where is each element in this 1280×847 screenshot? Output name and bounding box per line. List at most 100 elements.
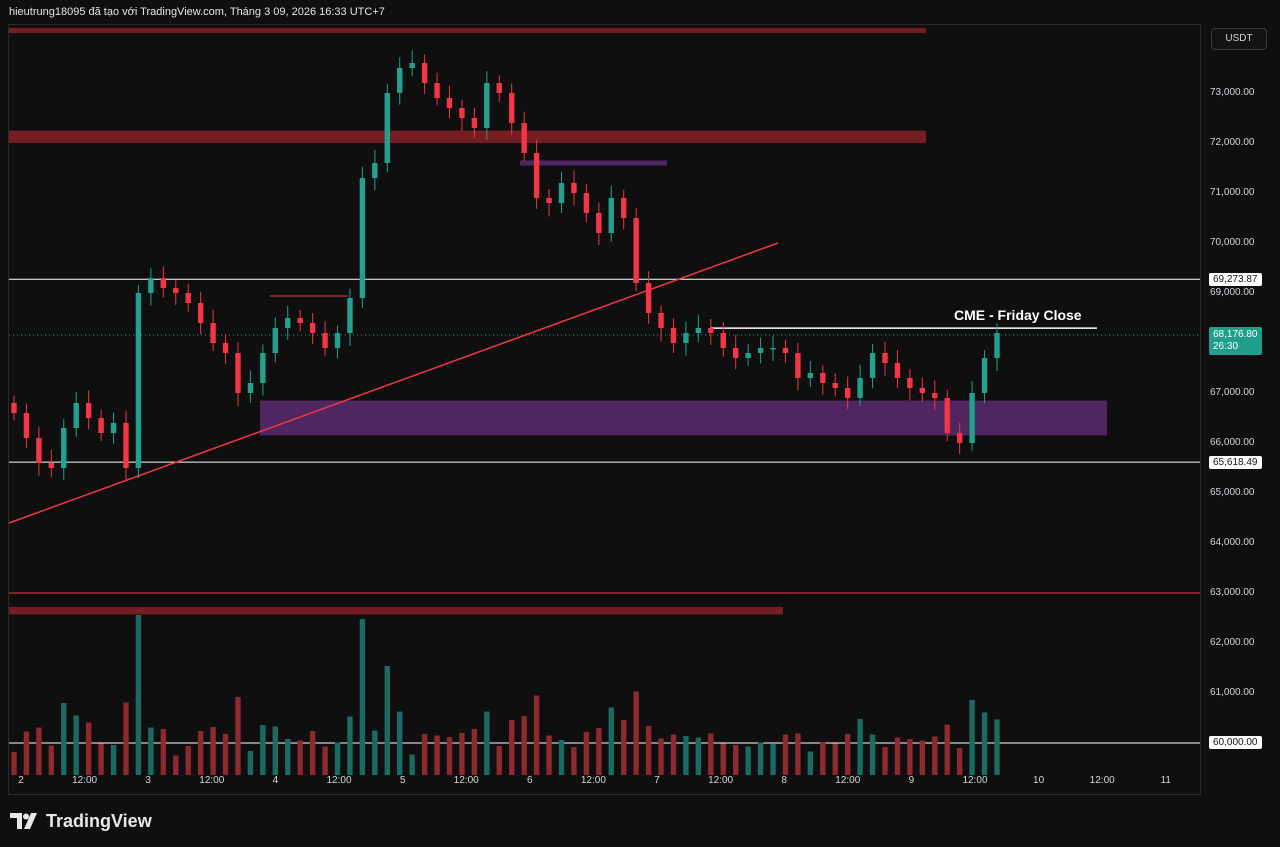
volume-bar xyxy=(135,615,142,775)
candle-body xyxy=(173,288,179,293)
candle-body xyxy=(857,378,863,398)
volume-bar xyxy=(272,726,279,775)
countdown: 26:30 xyxy=(1213,341,1239,352)
current-price-value: 68,176.80 xyxy=(1213,329,1258,340)
candle-body xyxy=(509,93,515,123)
volume-bar xyxy=(683,736,689,775)
price-tick-label: 62,000.00 xyxy=(1210,637,1255,648)
candle-body xyxy=(596,213,602,233)
volume-bar xyxy=(309,731,316,775)
volume-bar xyxy=(944,724,950,775)
candle-body xyxy=(260,353,266,383)
time-tick-label: 8 xyxy=(781,775,787,786)
volume-bar xyxy=(907,739,913,775)
candle-body xyxy=(994,333,1000,358)
zone-demand xyxy=(260,400,1107,436)
lower-level-tag: 65,618.49 xyxy=(1209,456,1262,469)
price-tick-label: 61,000.00 xyxy=(1210,687,1255,698)
volume-bar xyxy=(919,740,926,775)
volume-bar xyxy=(11,752,17,775)
volume-bar xyxy=(110,745,117,775)
candle-body xyxy=(844,388,851,398)
candle-body xyxy=(61,428,67,468)
candle-body xyxy=(720,333,726,348)
candle-body xyxy=(421,63,428,83)
candle-body xyxy=(521,123,527,153)
candle-body xyxy=(247,383,254,393)
time-tick-label: 10 xyxy=(1033,775,1045,786)
candle-body xyxy=(621,198,627,218)
upper-level-tag: 69,273.87 xyxy=(1209,273,1262,286)
volume-bar xyxy=(844,734,851,775)
time-tick-label: 7 xyxy=(654,775,660,786)
volume-bar xyxy=(23,731,30,775)
time-tick-label: 12:00 xyxy=(1089,775,1115,786)
current-price-tag: 68,176.80 26:30 xyxy=(1209,327,1262,355)
candle-body xyxy=(160,278,167,288)
candle-body xyxy=(795,353,801,378)
volume-bar xyxy=(807,751,814,775)
candle-body xyxy=(683,333,689,343)
volume-bar xyxy=(359,619,366,775)
price-tick-label: 67,000.00 xyxy=(1210,387,1255,398)
chart-frame xyxy=(8,24,1201,795)
candle-body xyxy=(782,348,789,353)
volume-bar xyxy=(73,715,79,775)
tradingview-logo-icon xyxy=(10,813,37,829)
time-tick-label: 3 xyxy=(145,775,151,786)
trendline xyxy=(8,242,779,524)
price-tick-label: 65,000.00 xyxy=(1210,487,1255,498)
zone-small-supply xyxy=(520,160,667,166)
currency-button[interactable]: USDT xyxy=(1211,28,1267,50)
candle-body xyxy=(135,293,142,468)
volume-bar xyxy=(372,730,378,775)
time-tick-label: 12:00 xyxy=(580,775,606,786)
volume-bar xyxy=(210,727,216,775)
candle-body xyxy=(695,328,702,333)
candle-body xyxy=(347,298,353,333)
candle-body xyxy=(932,393,938,398)
volume-bar xyxy=(322,746,328,775)
volume-bar xyxy=(123,702,129,775)
volume-bar xyxy=(695,737,702,775)
tradingview-brand: TradingView xyxy=(46,810,152,831)
candle-body xyxy=(732,348,739,358)
volume-bar xyxy=(782,734,789,775)
zone-supply-top xyxy=(9,28,926,33)
volume-bar xyxy=(509,720,515,775)
volume-bar xyxy=(197,731,204,775)
candle-body xyxy=(484,83,490,128)
time-tick-label: 12:00 xyxy=(708,775,734,786)
volume-bar xyxy=(745,746,751,775)
time-tick-label: 12:00 xyxy=(453,775,479,786)
time-tick-label: 12:00 xyxy=(326,775,352,786)
tradingview-logo[interactable]: TradingView xyxy=(10,808,152,834)
candle-body xyxy=(558,183,565,203)
volume-bar xyxy=(720,743,726,775)
volume-bar xyxy=(446,737,453,775)
candle-body xyxy=(969,393,975,443)
volume-bar xyxy=(558,740,565,775)
candle-body xyxy=(583,193,590,213)
candle-body xyxy=(708,328,714,333)
time-tick-label: 12:00 xyxy=(962,775,988,786)
time-tick-label: 2 xyxy=(18,775,24,786)
volume-bar xyxy=(708,733,714,775)
volume-bar xyxy=(894,737,901,775)
candle-body xyxy=(894,363,901,378)
volume-bar xyxy=(969,700,975,775)
candle-body xyxy=(571,183,577,193)
candle-body xyxy=(633,218,639,283)
chart-header: hieutrung18095 đã tạo với TradingView.co… xyxy=(9,6,385,18)
volume-bar xyxy=(932,736,938,775)
candle-body xyxy=(533,153,540,198)
volume-bar xyxy=(421,734,428,775)
time-tick-label: 9 xyxy=(908,775,915,786)
volume-bar xyxy=(994,719,1000,775)
volume-bar xyxy=(285,739,291,775)
candle-body xyxy=(882,353,888,363)
candle-body xyxy=(658,313,664,328)
candle-body xyxy=(359,178,366,298)
candle-body xyxy=(235,353,241,393)
